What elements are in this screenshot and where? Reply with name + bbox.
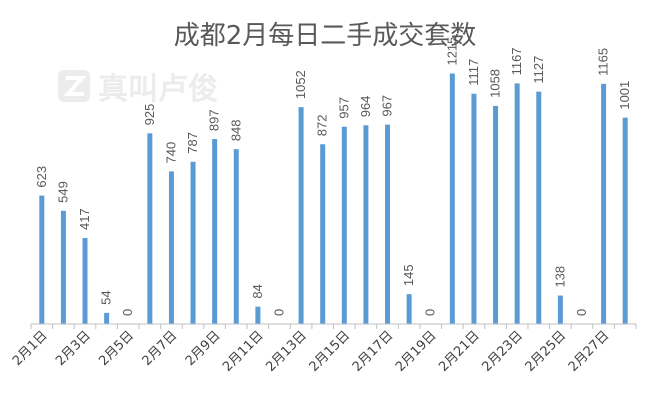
data-label: 964 (358, 96, 373, 118)
data-label: 957 (336, 97, 351, 119)
data-label: 417 (77, 208, 92, 230)
x-tick-label: 2月7日 (140, 328, 181, 369)
data-label: 787 (185, 132, 200, 154)
watermark-logo: 真叫卢俊 (58, 70, 218, 107)
bar-2月2日 (60, 210, 66, 324)
bar-2月9日 (212, 139, 218, 324)
bar-2月21日 (471, 93, 477, 324)
bar-2月14日 (320, 144, 326, 324)
data-label: 0 (423, 309, 438, 316)
bar-2月17日 (385, 124, 391, 325)
bar-2月7日 (168, 171, 174, 324)
data-label: 0 (574, 309, 589, 316)
bar-2月27日 (601, 83, 607, 324)
data-label: 549 (55, 181, 70, 203)
x-tick-label: 2月5日 (96, 328, 137, 369)
bar-2月18日 (406, 294, 412, 324)
data-label: 1215 (444, 37, 459, 66)
bar-2月23日 (514, 83, 520, 324)
data-label: 1127 (531, 56, 546, 84)
data-label: 145 (401, 264, 416, 286)
bar-2月22日 (493, 105, 499, 324)
watermark-text: 真叫卢俊 (98, 72, 218, 107)
data-label: 0 (120, 309, 135, 316)
data-label: 1001 (617, 81, 632, 110)
data-label: 1052 (293, 70, 308, 99)
data-label: 897 (207, 109, 222, 131)
data-label: 84 (250, 284, 265, 298)
data-labels-group: 623 549 417 54 0 925 740 787 897 848 84 0 1052 872 957… (34, 37, 632, 316)
data-label: 1165 (596, 48, 611, 76)
bar-2月11日 (255, 306, 261, 324)
bar-2月4日 (104, 312, 110, 324)
x-tick-label: 2月15日 (307, 328, 354, 375)
data-label: 967 (380, 95, 395, 117)
x-tick-label: 2月21日 (436, 328, 483, 375)
bar-2月24日 (536, 91, 542, 324)
x-tick-label: 2月13日 (263, 328, 310, 375)
bar-2月1日 (39, 195, 45, 324)
x-tick-label: 2月17日 (350, 328, 397, 375)
x-tick-label: 2月23日 (479, 328, 526, 375)
bar-2月16日 (363, 125, 369, 325)
bar-2月6日 (147, 133, 153, 324)
data-label: 1117 (466, 59, 481, 86)
data-label: 740 (163, 142, 178, 164)
x-tick-label: 2月3日 (53, 328, 94, 369)
data-label: 623 (34, 166, 49, 188)
bar-2月3日 (82, 238, 88, 324)
x-tick-label: 2月11日 (220, 328, 267, 375)
data-label: 0 (271, 309, 286, 316)
bars-group (39, 73, 628, 325)
x-tick-label: 2月1日 (10, 328, 51, 369)
bar-2月20日 (449, 73, 455, 325)
bar-2月15日 (341, 126, 347, 325)
data-label: 848 (228, 119, 243, 141)
x-tick-label: 2月19日 (393, 328, 440, 375)
bar-2月10日 (233, 149, 239, 324)
chart-title: 成都2月每日二手成交套数 (174, 21, 477, 51)
data-label: 925 (142, 104, 157, 126)
data-label: 1167 (509, 47, 524, 75)
data-label: 1058 (488, 69, 503, 98)
x-ticks-group: 2月1日 2月3日 2月5日 2月7日 2月9日2月11日2月13日2月15日2月17日… (10, 324, 637, 375)
data-label: 138 (552, 266, 567, 288)
bar-2月13日 (298, 107, 304, 324)
x-tick-label: 2月9日 (183, 328, 224, 369)
bar-2月8日 (190, 161, 196, 324)
bar-2月28日 (622, 117, 628, 324)
watermark-z-icon (58, 70, 90, 102)
data-label: 872 (315, 115, 330, 137)
data-label: 54 (99, 290, 114, 304)
bar-2月25日 (557, 295, 563, 324)
x-tick-label: 2月27日 (566, 328, 613, 375)
x-tick-label: 2月25日 (523, 328, 570, 375)
